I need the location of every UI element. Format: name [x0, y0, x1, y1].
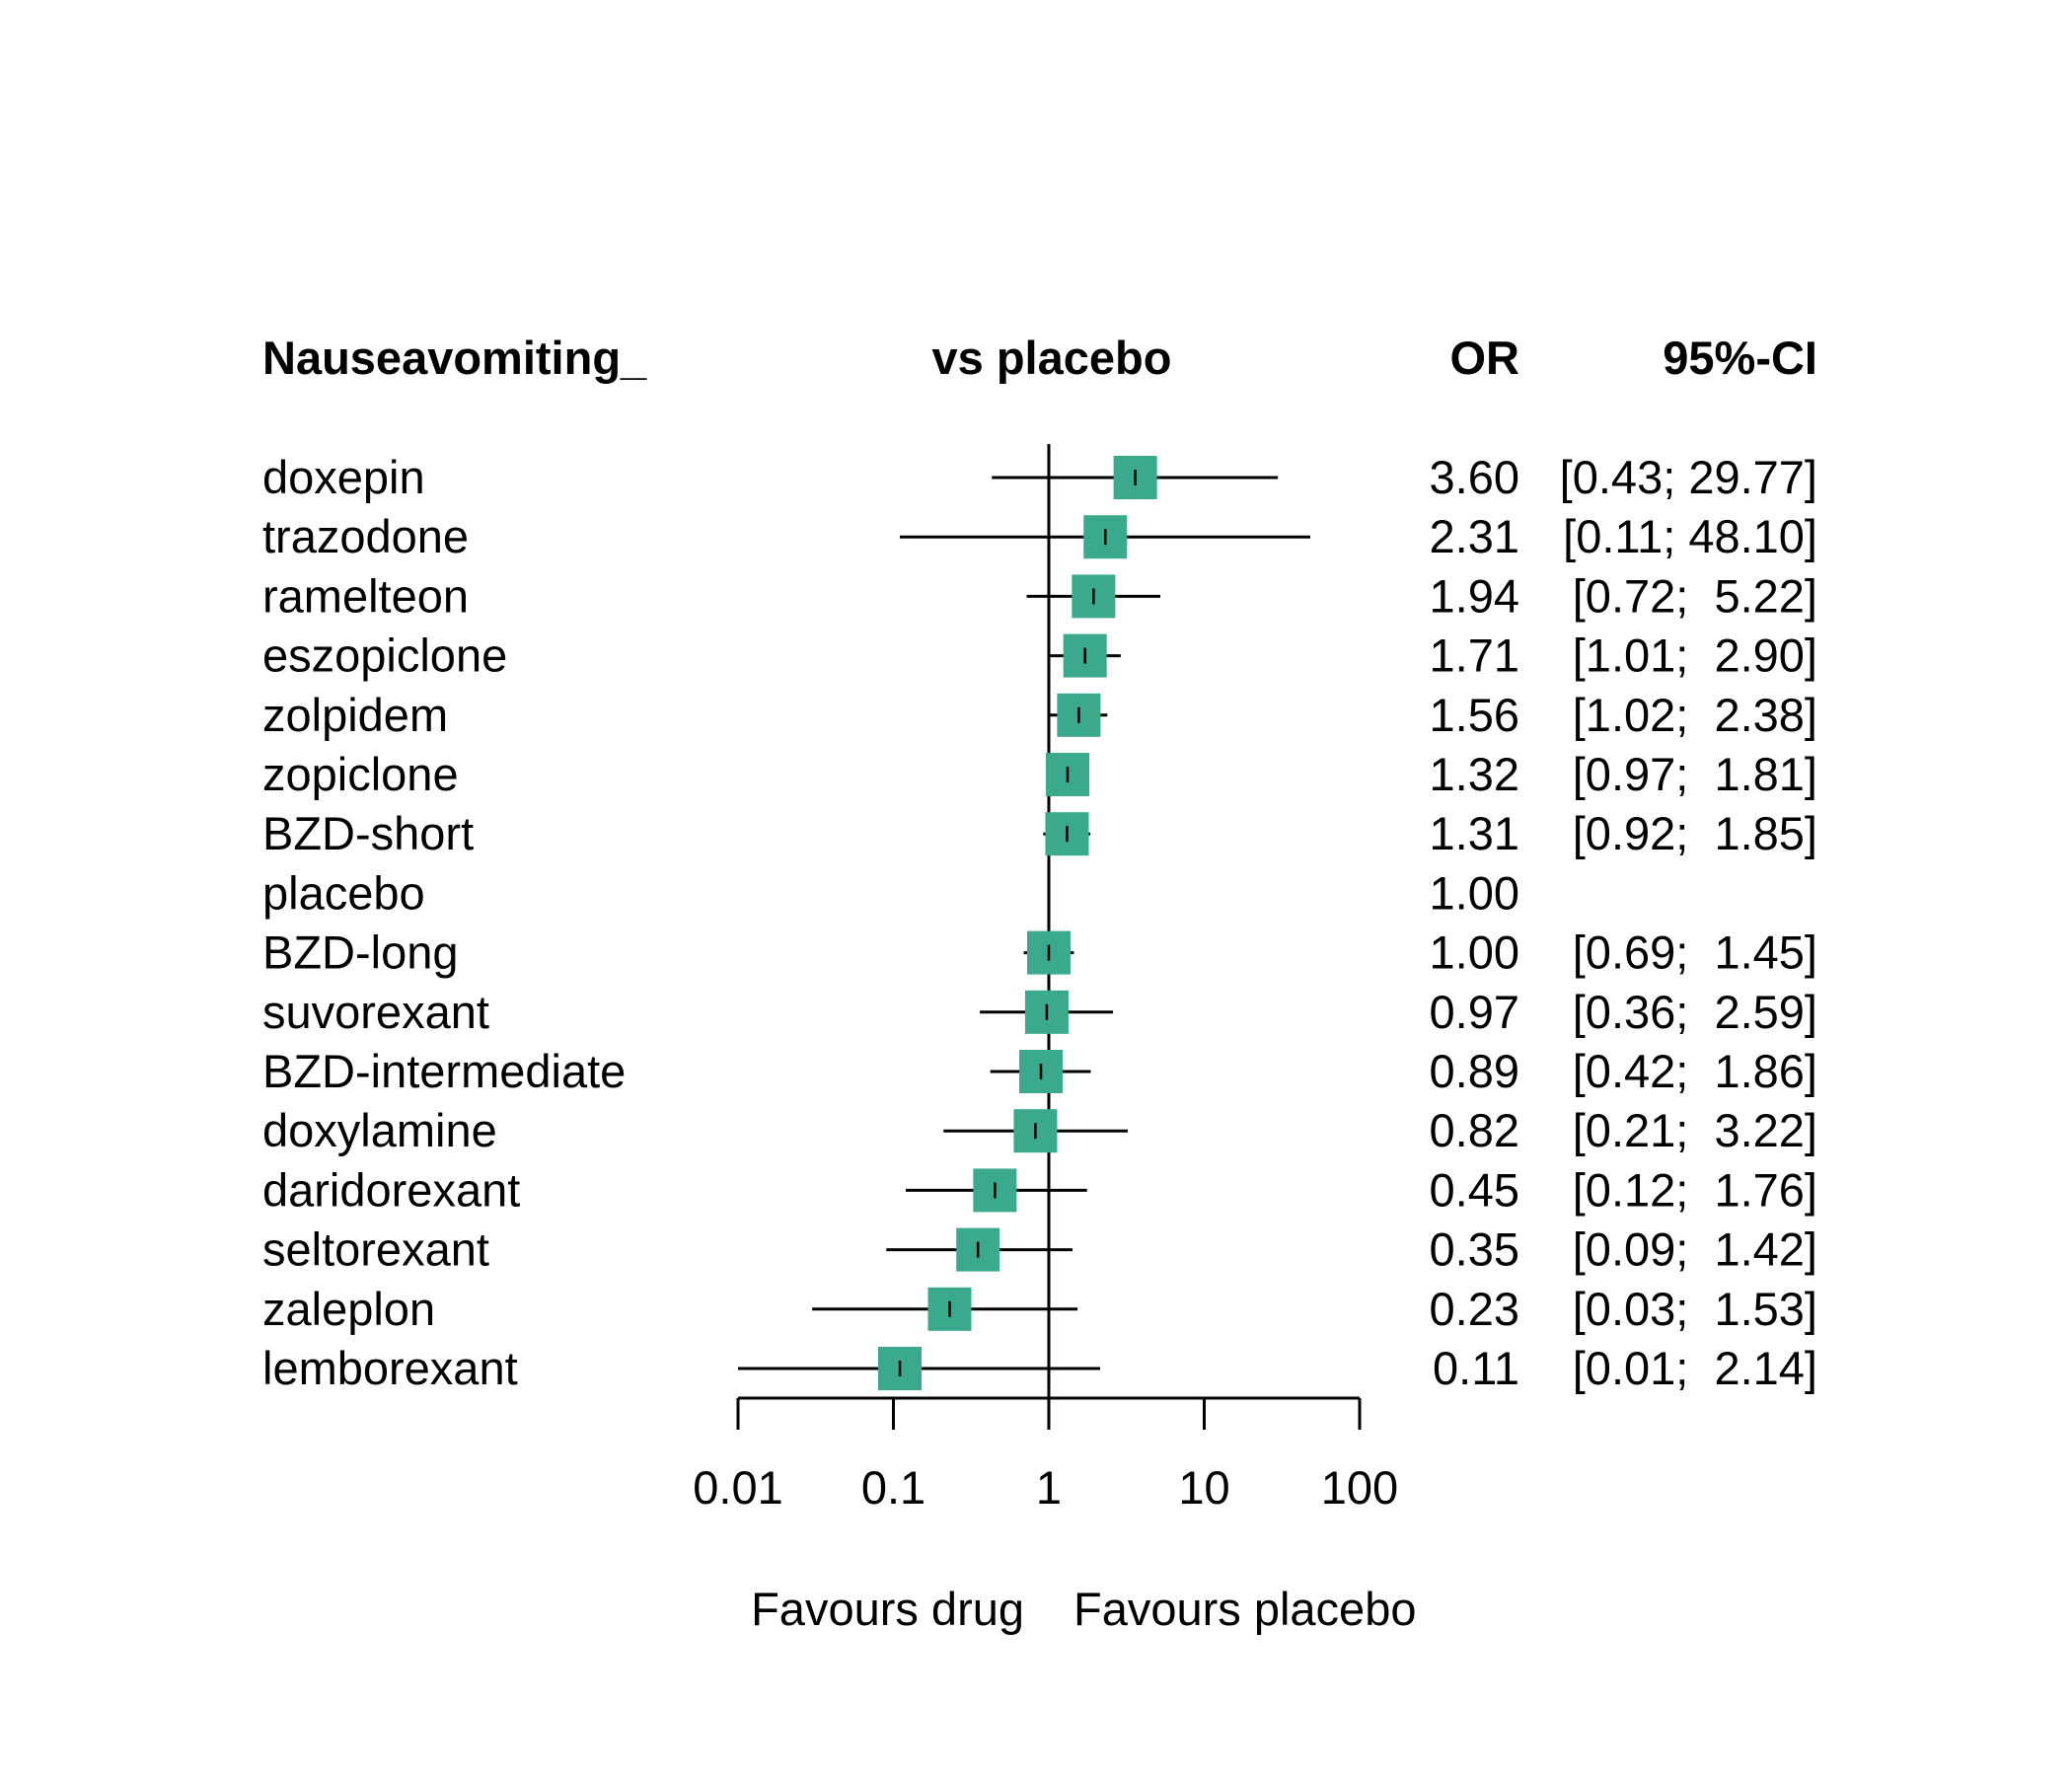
- header-or: OR: [1450, 332, 1520, 384]
- ci-value-doxylamine: [0.21; 3.22]: [1573, 1104, 1817, 1156]
- x-tick-label-1: 0.1: [861, 1461, 925, 1514]
- row-label-lemborexant: lemborexant: [262, 1342, 518, 1394]
- row-label-bzd-short: BZD-short: [262, 807, 474, 859]
- header-ci: 95%-CI: [1663, 332, 1817, 384]
- row-label-layer: doxepin trazodone ramelteon eszopiclone zolp…: [262, 451, 626, 1394]
- ci-value-eszopiclone: [1.01; 2.90]: [1573, 629, 1817, 682]
- ci-value-doxepin: [0.43; 29.77]: [1560, 451, 1817, 503]
- footer-favours-placebo: Favours placebo: [1073, 1583, 1416, 1635]
- ci-value-seltorexant: [0.09; 1.42]: [1573, 1223, 1817, 1276]
- x-tick-label-3: 10: [1178, 1461, 1229, 1514]
- ci-value-ramelteon: [0.72; 5.22]: [1573, 569, 1817, 622]
- or-value-doxylamine: 0.82: [1430, 1104, 1519, 1156]
- ci-value-zaleplon: [0.03; 1.53]: [1573, 1283, 1817, 1335]
- or-value-suvorexant: 0.97: [1430, 986, 1519, 1038]
- row-label-zolpidem: zolpidem: [262, 689, 448, 741]
- or-value-zaleplon: 0.23: [1430, 1283, 1519, 1335]
- row-label-eszopiclone: eszopiclone: [262, 629, 507, 682]
- or-value-eszopiclone: 1.71: [1430, 629, 1519, 682]
- ci-value-bzd-intermediate: [0.42; 1.86]: [1573, 1045, 1817, 1097]
- or-value-trazodone: 2.31: [1430, 510, 1519, 562]
- row-label-trazodone: trazodone: [262, 510, 469, 562]
- x-tick-label-0: 0.01: [693, 1461, 782, 1514]
- row-label-bzd-intermediate: BZD-intermediate: [262, 1045, 626, 1097]
- ci-value-bzd-short: [0.92; 1.85]: [1573, 807, 1817, 859]
- value-layer: 3.60 [0.43; 29.77] 2.31 [0.11; 48.10] 1.94 [0…: [1430, 451, 1817, 1394]
- row-label-doxepin: doxepin: [262, 451, 425, 503]
- row-label-zaleplon: zaleplon: [262, 1283, 435, 1335]
- row-label-zopiclone: zopiclone: [262, 748, 459, 800]
- ci-value-daridorexant: [0.12; 1.76]: [1573, 1163, 1817, 1216]
- ci-value-lemborexant: [0.01; 2.14]: [1573, 1342, 1817, 1394]
- ci-value-trazodone: [0.11; 48.10]: [1563, 510, 1817, 562]
- x-axis: 0.01 0.1 1 10 100: [693, 1396, 1398, 1514]
- footer-favours-drug: Favours drug: [751, 1583, 1024, 1635]
- or-value-daridorexant: 0.45: [1430, 1163, 1519, 1216]
- or-value-bzd-long: 1.00: [1430, 926, 1519, 979]
- or-value-zolpidem: 1.56: [1430, 689, 1519, 741]
- row-label-suvorexant: suvorexant: [262, 986, 489, 1038]
- or-value-bzd-short: 1.31: [1430, 807, 1519, 859]
- row-label-doxylamine: doxylamine: [262, 1104, 497, 1156]
- or-value-lemborexant: 0.11: [1433, 1342, 1519, 1394]
- or-value-placebo: 1.00: [1430, 866, 1519, 919]
- or-value-doxepin: 3.60: [1430, 451, 1519, 503]
- or-value-zopiclone: 1.32: [1430, 748, 1519, 800]
- ci-value-zopiclone: [0.97; 1.81]: [1573, 748, 1817, 800]
- ci-value-zolpidem: [1.02; 2.38]: [1573, 689, 1817, 741]
- footer-row: Favours drug Favours placebo: [751, 1583, 1416, 1635]
- row-label-bzd-long: BZD-long: [262, 926, 459, 979]
- square-layer: [878, 456, 1157, 1390]
- ci-layer: [738, 476, 1310, 1370]
- ci-value-suvorexant: [0.36; 2.59]: [1573, 986, 1817, 1038]
- header-label-column: Nauseavomiting_: [262, 332, 647, 384]
- ci-value-bzd-long: [0.69; 1.45]: [1573, 926, 1817, 979]
- x-tick-label-2: 1: [1036, 1461, 1062, 1514]
- row-label-seltorexant: seltorexant: [262, 1223, 489, 1276]
- x-tick-label-4: 100: [1321, 1461, 1398, 1514]
- or-value-ramelteon: 1.94: [1430, 569, 1519, 622]
- or-value-bzd-intermediate: 0.89: [1430, 1045, 1519, 1097]
- row-label-placebo: placebo: [262, 866, 425, 919]
- row-label-ramelteon: ramelteon: [262, 569, 469, 622]
- or-value-seltorexant: 0.35: [1430, 1223, 1519, 1276]
- row-label-daridorexant: daridorexant: [262, 1163, 520, 1216]
- header-row: Nauseavomiting_ vs placebo OR 95%-CI: [262, 332, 1817, 384]
- header-comparison: vs placebo: [932, 332, 1172, 384]
